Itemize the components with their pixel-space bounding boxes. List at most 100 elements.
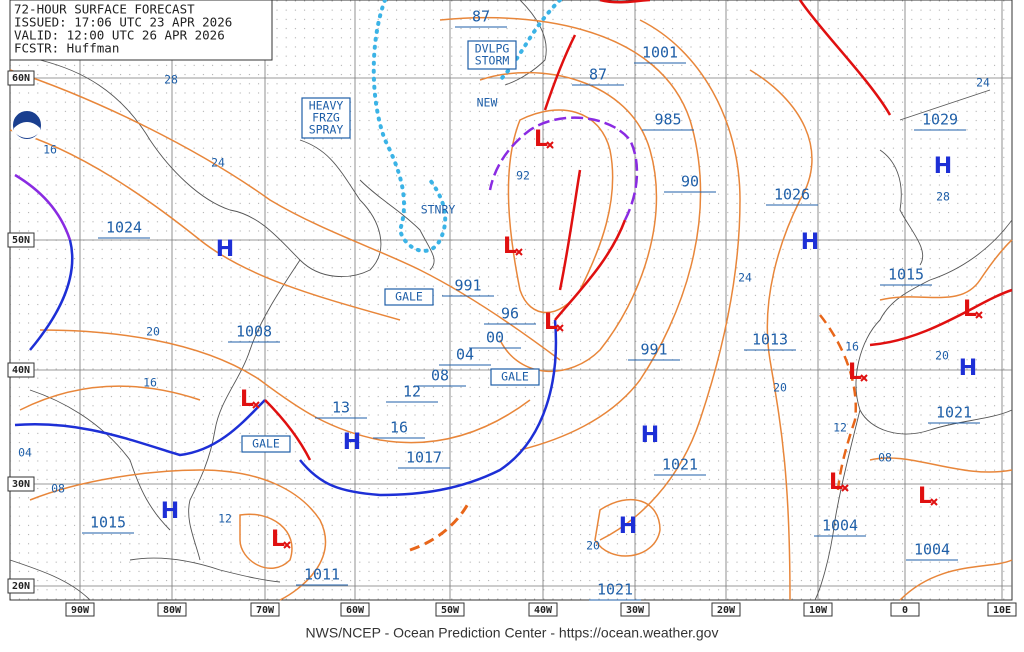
- high-center: H: [343, 430, 361, 455]
- pressure-label: 87: [589, 66, 607, 84]
- low-center: L: [829, 470, 843, 495]
- label-box: [384, 288, 434, 306]
- pressure-label: 985: [654, 111, 681, 129]
- label-box: [301, 97, 351, 139]
- pressure-label: 96: [501, 305, 519, 323]
- coastlines: [9, 0, 1013, 601]
- lon-label: 30W: [626, 605, 645, 616]
- pressure-label: 13: [332, 399, 350, 417]
- boxed-label-line: GALE: [501, 370, 529, 384]
- low-marker: [252, 401, 260, 409]
- low-marker: [975, 311, 983, 319]
- high-center: H: [161, 499, 179, 524]
- pressure-label: 12: [403, 383, 421, 401]
- isobar-label: 24: [738, 271, 752, 285]
- isobars: [9, 16, 1013, 601]
- low-marker: [556, 324, 564, 332]
- pressure-label: 1015: [90, 514, 126, 532]
- front-label: NEW: [477, 96, 498, 110]
- lon-box: [250, 602, 280, 617]
- header-line: 72-HOUR SURFACE FORECAST: [14, 2, 195, 17]
- isobar-label: 92: [516, 169, 530, 183]
- lon-box: [528, 602, 558, 617]
- lon-box: [890, 602, 920, 617]
- lat-box: [7, 232, 35, 248]
- lat-label: 60N: [12, 73, 30, 84]
- pressure-label: 1004: [914, 541, 950, 559]
- pressure-label: 1001: [642, 44, 678, 62]
- low-center: L: [503, 234, 517, 259]
- lon-label: 10W: [809, 605, 828, 616]
- isobar-label: 24: [211, 156, 225, 170]
- low-marker: [546, 141, 554, 149]
- isobar-label: 20: [586, 539, 600, 553]
- boxed-label-line: GALE: [395, 290, 423, 304]
- isobar-label: 28: [936, 190, 950, 204]
- pressure-label: 00: [486, 329, 504, 347]
- lon-label: 50W: [441, 605, 460, 616]
- noaa-logo: [11, 109, 43, 141]
- isobar-label: 28: [164, 73, 178, 87]
- pressure-label: 16: [390, 419, 408, 437]
- low-marker: [930, 498, 938, 506]
- boxed-label-line: SPRAY: [309, 123, 344, 137]
- lon-box: [711, 602, 741, 617]
- pressure-label: 991: [454, 277, 481, 295]
- low-marker: [283, 541, 291, 549]
- low-center: L: [271, 527, 285, 552]
- lon-label: 0: [902, 605, 908, 616]
- pressure-label: 1024: [106, 219, 142, 237]
- lon-box: [435, 602, 465, 617]
- low-center: L: [918, 484, 932, 509]
- header: 72-HOUR SURFACE FORECAST ISSUED: 17:06 U…: [9, 0, 273, 61]
- pressure-label: 1008: [236, 323, 272, 341]
- isobar-label: 20: [935, 349, 949, 363]
- pressure-label: 1026: [774, 186, 810, 204]
- header-box: [9, 0, 273, 61]
- isobar-label: 04: [18, 446, 32, 460]
- pressure-label: 04: [456, 346, 474, 364]
- labels: 60N 50N 40N 30N 20N 90W 80W 70W 60W 50W 40W 30W 20W 1…: [7, 8, 1017, 617]
- fronts: [14, 0, 1013, 552]
- isobar-label: 16: [43, 143, 57, 157]
- lon-box: [65, 602, 95, 617]
- lon-box: [620, 602, 650, 617]
- low-center: L: [240, 387, 254, 412]
- high-center: H: [641, 423, 659, 448]
- label-box: [467, 40, 517, 70]
- high-center: H: [959, 356, 977, 381]
- header-line: ISSUED: 17:06 UTC 23 APR 2026: [14, 15, 232, 30]
- lat-box: [7, 362, 35, 378]
- pressure-label: 1021: [936, 404, 972, 422]
- low-marker: [515, 248, 523, 256]
- pressure-label: 87: [472, 8, 490, 26]
- high-center: H: [216, 237, 234, 262]
- lon-label: 40W: [534, 605, 553, 616]
- high-center: H: [934, 154, 952, 179]
- header-line: FCSTR: Huffman: [14, 41, 119, 56]
- pressure-label: 1017: [406, 449, 442, 467]
- pressure-label: 1021: [597, 581, 633, 599]
- low-center: L: [963, 297, 977, 322]
- footer: NWS/NCEP - Ocean Prediction Center - htt…: [306, 625, 719, 641]
- boxed-label-line: DVLPG: [475, 42, 510, 56]
- low-marker: [860, 374, 868, 382]
- isobar-label: 20: [146, 325, 160, 339]
- lat-label: 20N: [12, 581, 30, 592]
- boxed-label-line: HEAVY: [309, 99, 344, 113]
- label-box: [490, 368, 540, 386]
- low-marker: [841, 484, 849, 492]
- boxed-label-line: STORM: [475, 54, 510, 68]
- isobar-label: 24: [976, 76, 990, 90]
- lat-box: [7, 70, 35, 86]
- pressure-label: 1015: [888, 266, 924, 284]
- map-frame: [9, 0, 1013, 601]
- boxed-label-line: GALE: [252, 437, 280, 451]
- isobar-label: 20: [773, 381, 787, 395]
- low-center: L: [534, 127, 548, 152]
- lon-label: 70W: [256, 605, 275, 616]
- lon-label: 10E: [993, 605, 1011, 616]
- isobar-label: 08: [51, 482, 65, 496]
- pressure-label: 1011: [304, 566, 340, 584]
